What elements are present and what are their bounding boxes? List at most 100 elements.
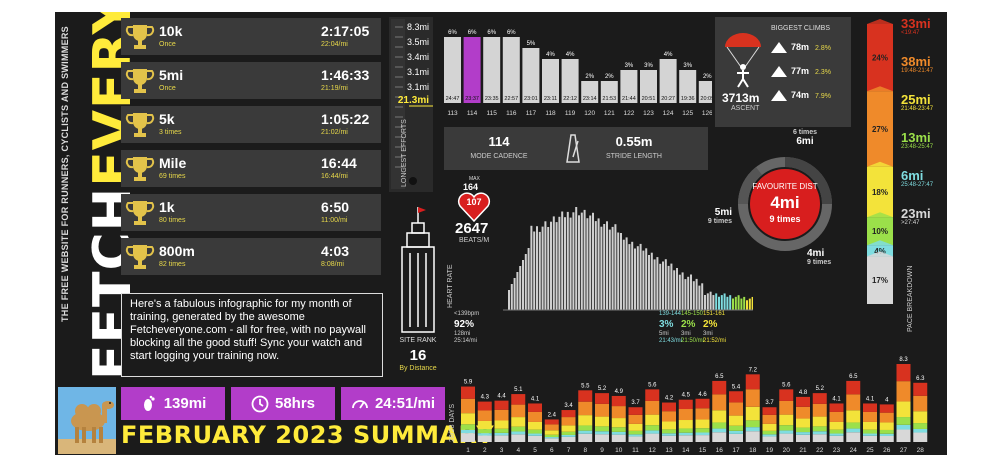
hr-bar: [564, 217, 566, 310]
hr-bar: [550, 221, 552, 310]
hr-bar: [617, 232, 620, 310]
hr-bar: [748, 298, 751, 310]
hr-bar: [561, 211, 564, 310]
daily-bar-segment: [645, 430, 660, 434]
hr-bar: [650, 252, 653, 310]
daily-day-label: 28: [917, 447, 925, 454]
hr-zone-range: 139-144: [659, 311, 682, 317]
weekly-pct-label: 4%: [664, 52, 673, 58]
trophy-icon: [125, 25, 155, 49]
hr-bar: [743, 296, 746, 310]
daily-bar-segment: [477, 435, 492, 442]
site-rank-sub: By Distance: [399, 365, 437, 372]
effort-count: 82 times: [159, 261, 186, 268]
daily-bar-segment: [695, 419, 710, 429]
effort-pace: 22:04/mi: [321, 41, 348, 48]
daily-day-label: 27: [900, 447, 908, 454]
effort-time: 6:50: [321, 199, 350, 215]
daily-value-label: 5.2: [816, 386, 825, 392]
pace-legend-item: 23mi >27:47: [901, 206, 931, 226]
pace-segment-pct: 17%: [872, 276, 888, 285]
daily-bar-segment: [678, 409, 693, 421]
climb-row: 78m 2.8%: [791, 42, 831, 52]
daily-bar-segment: [863, 433, 877, 436]
pace-segment-pct: 18%: [872, 188, 888, 197]
favourite-times: 9 times: [769, 214, 801, 224]
daily-value-label: 6.5: [849, 374, 858, 380]
hr-bar: [715, 293, 718, 310]
longest-effort-value: 3.1mi: [406, 82, 429, 92]
hr-bar: [751, 296, 753, 310]
ascent-label: ASCENT: [731, 105, 760, 112]
daily-bar-segment: [611, 431, 626, 435]
hr-bar: [676, 268, 678, 310]
daily-value-label: 4.1: [832, 396, 841, 402]
hr-bar: [558, 216, 561, 310]
daily-bar-segment: [846, 410, 861, 423]
pace-legend-dist: 13mi: [901, 130, 931, 145]
daily-day-label: 25: [866, 447, 874, 454]
daily-value-label: 3.4: [564, 403, 573, 409]
hr-bar: [536, 226, 538, 310]
pace-segment-cap: [867, 251, 893, 257]
daily-bar-segment: [494, 435, 509, 442]
weekly-bar: [679, 70, 697, 103]
weekly-pct-label: 6%: [468, 30, 477, 36]
weekly-week-label: 126: [702, 110, 712, 117]
heart-beats-label: BEATS/M: [459, 237, 490, 244]
hr-bar: [547, 227, 550, 310]
daily-bar-segment: [896, 429, 911, 442]
hr-bar: [530, 225, 533, 310]
hr-bar: [723, 293, 726, 310]
daily-bar-segment: [745, 389, 760, 407]
weekly-week-label: 123: [643, 110, 654, 117]
weekly-week-label: 121: [604, 110, 615, 117]
weekly-time-label: 24:47: [446, 96, 460, 102]
daily-bar-segment: [846, 428, 861, 433]
weekly-bar: [659, 59, 677, 103]
hr-bar: [664, 259, 667, 310]
pace-legend-range: 21:48-23:47: [901, 106, 934, 112]
daily-bar-segment: [779, 400, 794, 415]
hr-zone-dist: 3mi: [681, 331, 691, 337]
daily-bar-segment: [461, 424, 475, 430]
donut-left-dist: 5mi 9 times: [707, 207, 732, 225]
weekly-bar: [463, 37, 481, 103]
effort-pace: 11:00/mi: [321, 217, 348, 224]
daily-axis-label: 28/28 DAYS: [449, 403, 456, 442]
daily-value-label: 4.1: [866, 396, 875, 402]
weekly-week-label: 120: [584, 110, 595, 117]
hr-bar: [524, 254, 527, 310]
infographic-poster: FETCHEVERYONE THE FREE WEBSITE FOR RUNNE…: [55, 12, 947, 455]
speedometer-icon: [352, 399, 368, 408]
hr-bar: [670, 263, 673, 310]
daily-bar-segment: [628, 407, 643, 415]
hr-bar: [656, 257, 659, 310]
weekly-bar: [620, 70, 638, 103]
hr-zone-pace: 21:50/mi: [681, 338, 705, 344]
daily-bar-segment: [595, 403, 609, 417]
total-distance-stat: 139mi: [121, 387, 225, 420]
daily-bar-segment: [796, 396, 810, 407]
weekly-bar: [483, 37, 501, 103]
effort-time: 16:44: [321, 155, 357, 171]
daily-bar-segment: [528, 421, 542, 430]
daily-value-label: 6.5: [715, 374, 724, 380]
hr-bar: [726, 296, 729, 310]
daily-bar-segment: [528, 411, 542, 422]
weekly-week-label: 124: [663, 110, 674, 117]
hr-bar: [687, 276, 690, 310]
daily-bar-segment: [678, 432, 693, 436]
weekly-pct-label: 3%: [644, 63, 653, 69]
daily-bar-segment: [561, 434, 576, 437]
hr-bar: [628, 244, 631, 310]
hr-bar: [734, 296, 737, 310]
daily-bar-segment: [695, 428, 710, 433]
pace-legend-item: 6mi 25:48-27:47: [901, 168, 933, 188]
metronome-icon: [566, 134, 580, 163]
hr-bar: [597, 218, 600, 310]
hr-bar: [544, 221, 547, 310]
daily-bar-segment: [779, 430, 794, 434]
weekly-time-label: 22:57: [504, 96, 518, 102]
hr-bar: [678, 274, 681, 310]
